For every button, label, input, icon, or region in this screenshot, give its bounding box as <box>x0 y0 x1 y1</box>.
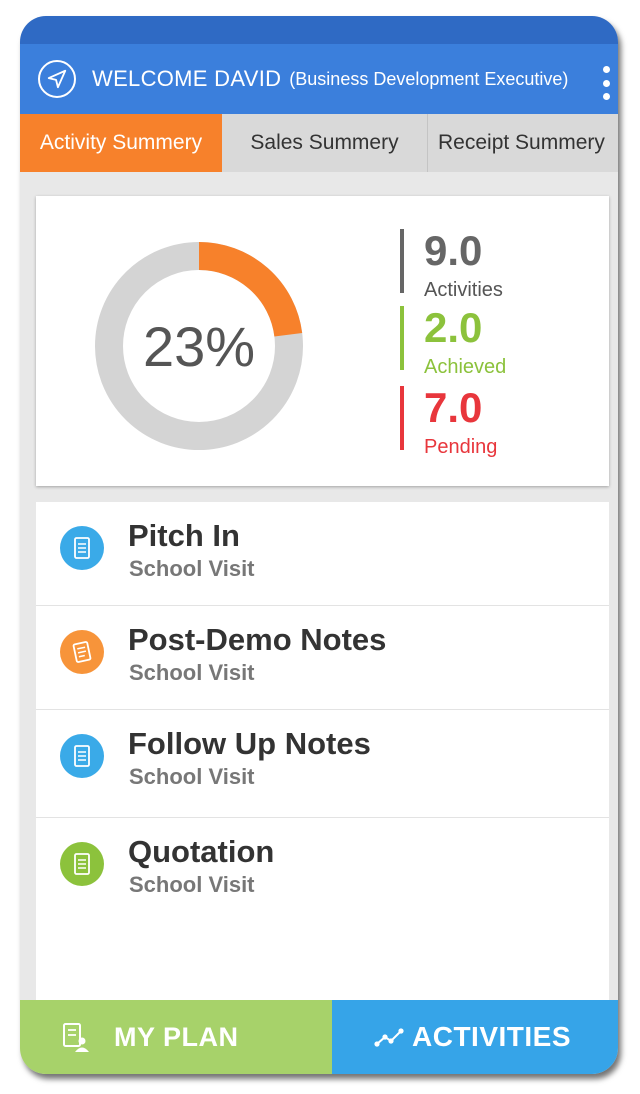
list-item-follow-up-notes[interactable]: Follow Up Notes School Visit <box>36 710 609 818</box>
item-subtitle: School Visit <box>129 872 255 897</box>
stat-achieved: 2.0 Achieved <box>400 304 507 378</box>
item-title: Pitch In <box>128 518 240 553</box>
stat-value: 7.0 <box>424 384 483 431</box>
bottom-action-bar: MY PLAN ACTIVITIES <box>20 1000 618 1074</box>
activities-button[interactable]: ACTIVITIES <box>332 1000 618 1074</box>
activities-label: ACTIVITIES <box>412 1021 572 1052</box>
summary-tabs: Activity Summery Sales Summery Receipt S… <box>20 114 618 172</box>
stat-value: 9.0 <box>424 227 483 274</box>
status-bar <box>20 16 618 44</box>
list-item-quotation[interactable]: Quotation School Visit <box>36 818 609 922</box>
notepad-icon <box>60 630 104 674</box>
list-item-pitch-in[interactable]: Pitch In School Visit <box>36 502 609 606</box>
plan-clipboard-icon <box>63 1023 89 1052</box>
item-subtitle: School Visit <box>129 660 255 685</box>
phone-screen: WELCOME DAVID (Business Development Exec… <box>20 16 618 1074</box>
stat-label: Pending <box>424 436 498 458</box>
donut-progress-arc <box>198 242 303 337</box>
tab-activity-summery[interactable]: Activity Summery <box>20 114 222 172</box>
item-subtitle: School Visit <box>129 556 255 581</box>
overflow-menu-icon[interactable] <box>602 66 610 100</box>
stat-value: 2.0 <box>424 304 483 351</box>
item-title: Follow Up Notes <box>128 726 371 761</box>
list-item-post-demo-notes[interactable]: Post-Demo Notes School Visit <box>36 606 609 710</box>
item-subtitle: School Visit <box>129 764 255 789</box>
activity-summary-card: 23% 9.0 Activities 2.0 Achieved 7.0 Pend… <box>36 196 609 486</box>
app-header: WELCOME DAVID (Business Development Exec… <box>20 44 618 114</box>
stat-bar <box>400 386 404 450</box>
item-title: Post-Demo Notes <box>128 622 387 657</box>
activity-graph-icon <box>374 1028 404 1047</box>
stat-label: Activities <box>424 279 503 301</box>
stat-bar <box>400 229 404 293</box>
my-plan-label: MY PLAN <box>114 1021 239 1052</box>
menu-dot <box>602 66 610 73</box>
stat-activities: 9.0 Activities <box>400 227 503 301</box>
tab-receipt-summery[interactable]: Receipt Summery <box>438 131 605 154</box>
my-plan-button[interactable]: MY PLAN <box>20 1000 332 1074</box>
header-title: WELCOME DAVID <box>92 66 282 91</box>
stat-pending: 7.0 Pending <box>400 384 498 458</box>
menu-dot <box>602 79 610 87</box>
activity-list: Pitch In School Visit Post-Demo Notes Sc… <box>36 502 609 1002</box>
progress-donut <box>95 242 303 450</box>
stat-bar <box>400 306 404 370</box>
menu-dot <box>602 93 610 100</box>
stat-label: Achieved <box>424 356 507 378</box>
header-subtitle: (Business Development Executive) <box>289 68 569 89</box>
progress-percent: 23% <box>142 314 256 378</box>
location-arrow-icon <box>47 69 67 89</box>
tab-sales-summery[interactable]: Sales Summery <box>222 114 428 172</box>
item-title: Quotation <box>128 834 275 869</box>
navigation-icon[interactable] <box>38 60 76 98</box>
document-icon <box>60 526 104 570</box>
document-icon <box>60 842 104 886</box>
document-icon <box>60 734 104 778</box>
